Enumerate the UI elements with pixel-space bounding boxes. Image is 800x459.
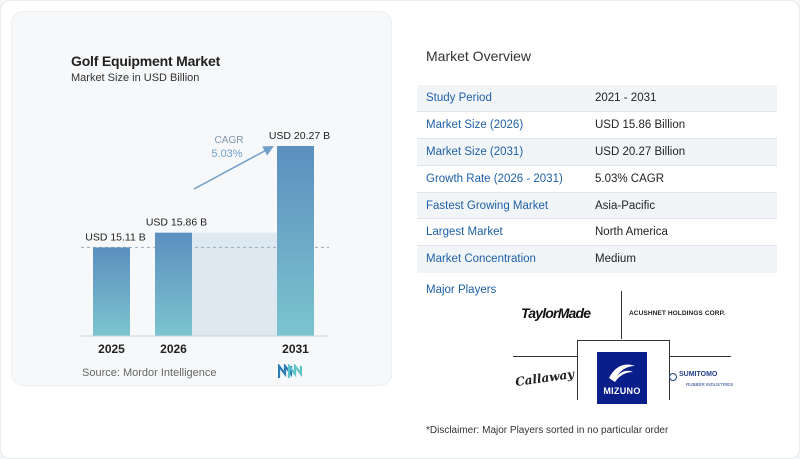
overview-key: Study Period — [426, 92, 492, 104]
mizuno-runbird-icon — [609, 364, 635, 382]
overview-title: Market Overview — [426, 48, 532, 64]
overview-value: 2021 - 2031 — [595, 92, 657, 104]
data-label: USD 15.11 B — [85, 231, 146, 243]
logo-divider — [669, 356, 731, 357]
cagr-value: 5.03% — [211, 148, 242, 160]
bar-2025 — [93, 247, 130, 336]
overview-row: Market Size (2031) USD 20.27 Billion — [417, 138, 777, 166]
overview-row: Fastest Growing Market Asia-Pacific — [417, 192, 777, 220]
overview-value: USD 20.27 Billion — [595, 145, 686, 158]
overview-row: Largest Market North America — [417, 219, 777, 247]
overview-key: Market Size (2026) — [426, 118, 524, 131]
overview-key: Market Concentration — [426, 253, 536, 266]
chart-title: Golf Equipment Market — [71, 53, 221, 69]
overview-row: Growth Rate (2026 - 2031) 5.03% CAGR — [417, 166, 777, 193]
bar-chart: USD 15.11 B 2025 USD 15.86 B 2026 USD 20.27 … — [81, 130, 330, 356]
sumitomo-logo: SUMITOMO — [679, 371, 718, 378]
logo-divider — [577, 340, 670, 341]
disclaimer-text: *Disclaimer: Major Players sorted in no … — [426, 425, 669, 436]
overview-value: Medium — [595, 253, 636, 266]
logo-divider — [577, 340, 578, 400]
logo-divider — [621, 291, 622, 339]
overview-value: Asia-Pacific — [595, 199, 656, 212]
data-label: USD 15.86 B — [146, 217, 207, 229]
growth-span-area — [192, 232, 277, 336]
overview-table: Study Period 2021 - 2031 Market Size (2026… — [417, 85, 777, 274]
cagr-arrow — [193, 146, 274, 190]
logo-divider — [669, 340, 670, 400]
overview-key: Market Size (2031) — [426, 145, 524, 158]
overview-value: North America — [595, 226, 668, 239]
data-label: USD 20.27 B — [269, 130, 330, 142]
chart-subtitle: Market Size in USD Billion — [71, 72, 200, 84]
cagr-label: CAGR — [215, 135, 244, 146]
mizuno-logo: MIZUNO — [597, 352, 647, 404]
callaway-logo: Callaway — [514, 366, 575, 390]
chart-source: Source: Mordor Intelligence — [82, 367, 217, 379]
bar-2026 — [155, 232, 192, 336]
overview-key: Growth Rate (2026 - 2031) — [426, 172, 563, 185]
overview-key: Fastest Growing Market — [426, 199, 549, 212]
taylormade-logo: TaylorMade — [521, 305, 591, 321]
logo-divider — [513, 356, 577, 357]
overview-key: Largest Market — [426, 226, 503, 239]
overview-row: Market Concentration Medium — [417, 246, 777, 274]
overview-row: Study Period 2021 - 2031 — [417, 85, 777, 112]
acushnet-logo: ACUSHNET HOLDINGS CORP. — [629, 310, 726, 317]
sumitomo-mark-icon — [669, 373, 677, 381]
x-tick-label: 2031 — [282, 342, 309, 356]
overview-row: Market Size (2026) USD 15.86 Billion — [417, 112, 777, 139]
mizuno-logo-text: MIZUNO — [603, 386, 641, 396]
overview-value: 5.03% CAGR — [595, 172, 665, 185]
bar-2031 — [277, 146, 314, 336]
x-tick-label: 2025 — [98, 342, 125, 356]
sumitomo-logo-subtitle: RUBBER INDUSTRIES — [686, 382, 734, 387]
overview-value: USD 15.86 Billion — [595, 118, 686, 131]
players-title: Major Players — [426, 284, 497, 296]
x-tick-label: 2026 — [160, 342, 187, 356]
mordor-logo-icon — [278, 364, 302, 378]
